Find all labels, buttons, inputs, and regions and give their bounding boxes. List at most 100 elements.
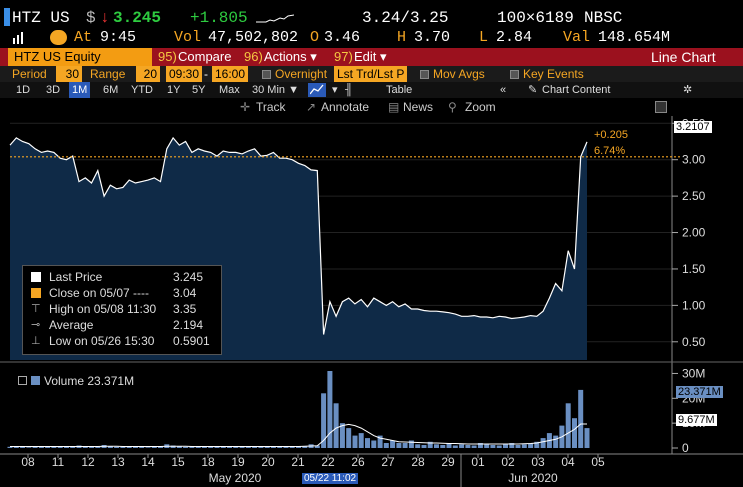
news-button[interactable]: News: [403, 100, 434, 114]
chart-style-dropdown-icon[interactable]: ▾: [332, 84, 338, 96]
volume-bar: [321, 393, 327, 448]
volume-bar: [264, 447, 270, 448]
volume-bar: [107, 446, 113, 448]
chart-content-button[interactable]: Chart Content: [542, 84, 611, 96]
day-tick-label: 22: [321, 455, 335, 469]
volume-bar: [139, 447, 145, 448]
volume-bar: [415, 444, 421, 448]
volume-tick-label: 30M: [682, 366, 705, 380]
ticker[interactable]: HTZ US: [12, 9, 70, 27]
zoom-button[interactable]: Zoom: [465, 100, 496, 114]
legend-average-value: 2.194: [173, 318, 204, 332]
scroll-toggle-icon[interactable]: [655, 101, 667, 113]
volume-bar: [45, 446, 51, 448]
volume-bar: [95, 446, 101, 448]
price-tick-label: 0.50: [682, 335, 706, 349]
start-time-input[interactable]: 09:30: [166, 66, 203, 82]
line-chart-icon[interactable]: [308, 83, 326, 97]
open-price: 3.46: [324, 29, 361, 46]
volume-bar: [584, 428, 590, 448]
period-max[interactable]: Max: [219, 84, 240, 96]
volume-bar: [521, 444, 527, 448]
overnight-checkbox[interactable]: [262, 66, 271, 82]
key-events-checkbox[interactable]: [510, 66, 519, 82]
compare-button[interactable]: Compare: [178, 49, 232, 64]
gear-icon[interactable]: ✲: [683, 84, 693, 96]
edit-menu[interactable]: Edit ▾: [354, 49, 387, 64]
open-label: O: [310, 29, 320, 46]
volume-bar: [496, 445, 502, 448]
volume-average-line: [10, 423, 587, 447]
price-line: [9, 136, 588, 335]
volume-bar: [377, 435, 383, 448]
volume-bar: [64, 446, 69, 448]
net-change: +1.805: [190, 9, 248, 27]
period-1d[interactable]: 1D: [16, 84, 31, 96]
period-3d[interactable]: 3D: [46, 84, 61, 96]
volume-bar: [201, 447, 207, 448]
exchange: NBSC: [584, 9, 623, 27]
security-field[interactable]: HTZ US Equity: [8, 48, 152, 66]
menu-bar: HTZ US Equity 95) Compare 96) Actions ▾ …: [0, 48, 743, 66]
volume-bar: [434, 444, 439, 448]
volume-bar: [540, 438, 546, 448]
volume-bar: [390, 440, 396, 448]
volume-bar: [176, 446, 182, 448]
volume-bar: [427, 441, 433, 448]
day-tick-label: 04: [561, 455, 575, 469]
mov-avgs-checkbox[interactable]: [420, 66, 429, 82]
volume-collapse-icon[interactable]: [18, 376, 27, 385]
track-button[interactable]: Track: [256, 100, 286, 114]
track-icon: ✛: [240, 100, 251, 114]
interval-select[interactable]: 30 Min ▼: [252, 84, 299, 96]
day-tick-label: 03: [531, 455, 545, 469]
range-input[interactable]: 20: [136, 66, 160, 82]
period-1y[interactable]: 1Y: [167, 84, 181, 96]
period-1m[interactable]: 1M: [69, 82, 91, 98]
time-separator-icon: -: [204, 67, 208, 81]
price-legend[interactable]: Last Price 3.245 Close on 05/07 ---- 3.0…: [22, 265, 222, 355]
volume-bar: [352, 435, 358, 448]
zoom-icon: ⚲: [448, 100, 457, 114]
volume-bar: [440, 445, 446, 448]
edit-number: 97): [334, 49, 353, 64]
candle-icon[interactable]: ╢: [345, 84, 353, 96]
legend-low-value: 0.5901: [173, 334, 210, 348]
volume-bar: [346, 428, 352, 448]
volume-bar: [233, 446, 239, 448]
volume-bar: [114, 446, 120, 448]
volume-bar: [208, 446, 214, 448]
volume-bar: [158, 446, 163, 448]
period-6m[interactable]: 6M: [103, 84, 119, 96]
price-tag: 3.2107: [674, 121, 712, 133]
day-tick-label: 05: [591, 455, 605, 469]
actions-menu[interactable]: Actions ▾: [264, 49, 317, 64]
compare-number: 95): [158, 49, 177, 64]
legend-row-close: Close on 05/07 ---- 3.04: [23, 285, 223, 301]
high-label: H: [397, 29, 407, 46]
volume-bar: [302, 446, 308, 448]
volume-bar: [515, 445, 521, 448]
volume-bar: [459, 444, 465, 448]
volume-bar: [452, 445, 458, 448]
volume-bar: [565, 403, 571, 448]
field-select[interactable]: Lst Trd/Lst P: [334, 66, 408, 82]
volume-legend[interactable]: Volume 23.371M: [18, 374, 134, 388]
collapse-icon[interactable]: «: [500, 84, 507, 96]
annotate-button[interactable]: Annotate: [321, 100, 370, 114]
volume-bar: [490, 445, 496, 448]
period-5y[interactable]: 5Y: [192, 84, 206, 96]
ticker-marker: [4, 8, 10, 26]
volume-bar: [70, 446, 76, 448]
period-ytd[interactable]: YTD: [131, 84, 153, 96]
volume-bar: [534, 441, 540, 448]
end-time-input[interactable]: 16:00: [212, 66, 249, 82]
price-tick-label: 1.00: [682, 298, 706, 312]
volume-bar: [245, 446, 251, 448]
average-marker-icon: ⊸: [31, 319, 41, 331]
volume-bar: [446, 443, 452, 448]
period-input[interactable]: 30: [56, 66, 82, 82]
table-button[interactable]: Table: [386, 84, 413, 96]
day-tick-label: 12: [81, 455, 95, 469]
volume-swatch: [31, 376, 40, 385]
